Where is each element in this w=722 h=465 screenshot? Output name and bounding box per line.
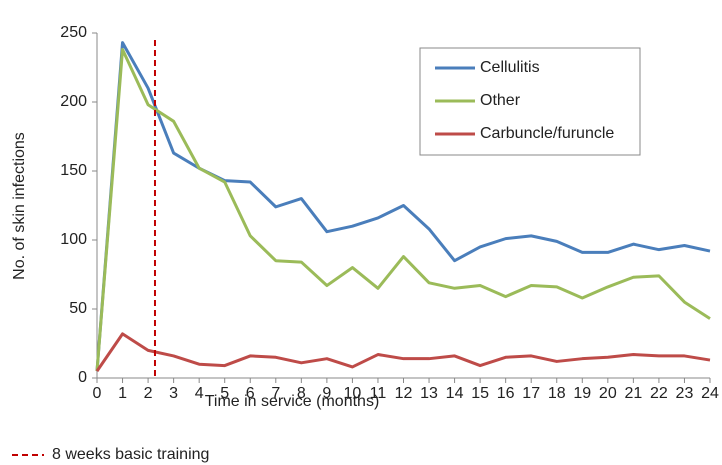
x-tick-label: 18 — [548, 385, 566, 402]
x-tick-label: 22 — [650, 385, 668, 402]
reference-legend-label: 8 weeks basic training — [52, 446, 209, 463]
x-tick-label: 8 — [297, 385, 306, 402]
x-tick-label: 4 — [195, 385, 204, 402]
x-tick-label: 10 — [344, 385, 362, 402]
x-tick-label: 16 — [497, 385, 515, 402]
x-tick-label: 1 — [118, 385, 127, 402]
x-tick-label: 5 — [220, 385, 229, 402]
x-tick-label: 15 — [471, 385, 489, 402]
x-tick-label: 24 — [701, 385, 719, 402]
x-tick-label: 21 — [624, 385, 642, 402]
x-tick-label: 12 — [395, 385, 413, 402]
x-tick-label: 7 — [271, 385, 280, 402]
y-tick-label: 0 — [78, 369, 87, 386]
x-tick-label: 11 — [370, 385, 387, 402]
x-tick-label: 6 — [246, 385, 255, 402]
x-tick-label: 9 — [322, 385, 331, 402]
y-tick-label: 250 — [60, 24, 87, 41]
x-tick-label: 13 — [420, 385, 438, 402]
y-tick-label: 200 — [60, 93, 87, 110]
legend-label: Other — [480, 92, 521, 109]
legend-label: Cellulitis — [480, 59, 540, 76]
y-tick-label: 100 — [60, 231, 87, 248]
x-tick-label: 3 — [169, 385, 178, 402]
x-tick-label: 2 — [144, 385, 153, 402]
x-tick-label: 14 — [446, 385, 464, 402]
x-tick-label: 23 — [676, 385, 694, 402]
legend-label: Carbuncle/furuncle — [480, 125, 614, 142]
x-tick-label: 19 — [573, 385, 591, 402]
x-tick-label: 20 — [599, 385, 617, 402]
y-tick-label: 50 — [69, 300, 87, 317]
x-tick-label: 17 — [522, 385, 540, 402]
x-axis-label: Time in service (months) — [205, 393, 380, 410]
y-tick-label: 150 — [60, 162, 87, 179]
line-series — [95, 48, 711, 372]
line-series — [95, 332, 711, 372]
y-axis-label: No. of skin infections — [11, 132, 28, 280]
x-tick-label: 0 — [93, 385, 102, 402]
